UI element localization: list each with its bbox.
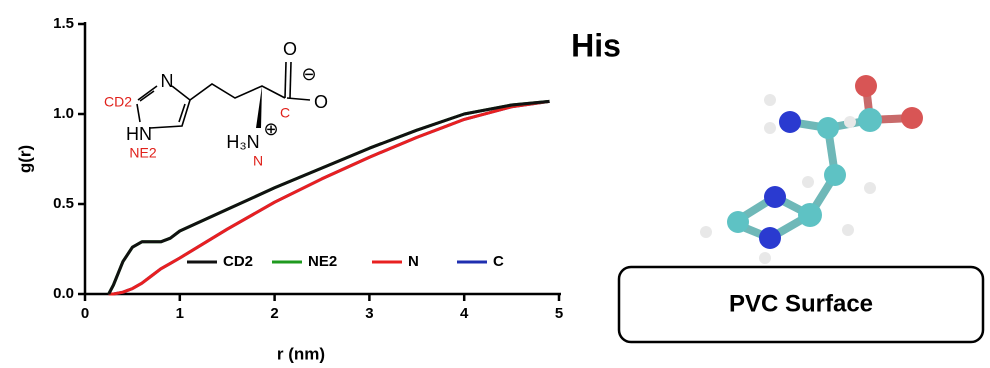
y-tick-label: 0.5: [53, 195, 74, 212]
legend-label: N: [408, 253, 419, 270]
legend-label: CD2: [223, 253, 253, 270]
structure-label: O: [314, 92, 328, 112]
structure-label: CD2: [104, 94, 132, 110]
x-tick-label: 5: [555, 305, 563, 322]
y-tick-label: 0.0: [53, 285, 74, 302]
structure-label: H₃N: [226, 132, 259, 152]
structure-label: C: [280, 105, 290, 121]
x-tick-label: 0: [81, 305, 89, 322]
legend-label: C: [493, 253, 504, 270]
structure-label: N: [253, 153, 263, 169]
x-axis-title: r (nm): [277, 344, 325, 363]
residue-title: His: [571, 27, 621, 63]
x-tick-label: 1: [176, 305, 184, 322]
structure-label: HN: [126, 124, 152, 144]
structure-label: ⊕: [263, 119, 278, 139]
molecule-render: [700, 75, 923, 264]
x-tick-label: 2: [270, 305, 278, 322]
wedge-bond: [256, 86, 262, 128]
x-tick-label: 4: [460, 305, 469, 322]
legend-label: NE2: [308, 253, 337, 270]
structure-label: O: [283, 39, 297, 59]
surface-label: PVC Surface: [729, 290, 873, 317]
structure-label: ⊖: [301, 64, 316, 84]
y-tick-label: 1.0: [53, 105, 74, 122]
figure: N CD2 HN NE2 H₃N ⊕ N C O O ⊖ His PVC: [0, 0, 990, 368]
structure-label: N: [161, 71, 174, 91]
y-tick-label: 1.5: [53, 15, 74, 32]
structure-label: NE2: [129, 145, 156, 161]
y-axis-title: g(r): [15, 145, 34, 173]
x-tick-label: 3: [365, 305, 373, 322]
